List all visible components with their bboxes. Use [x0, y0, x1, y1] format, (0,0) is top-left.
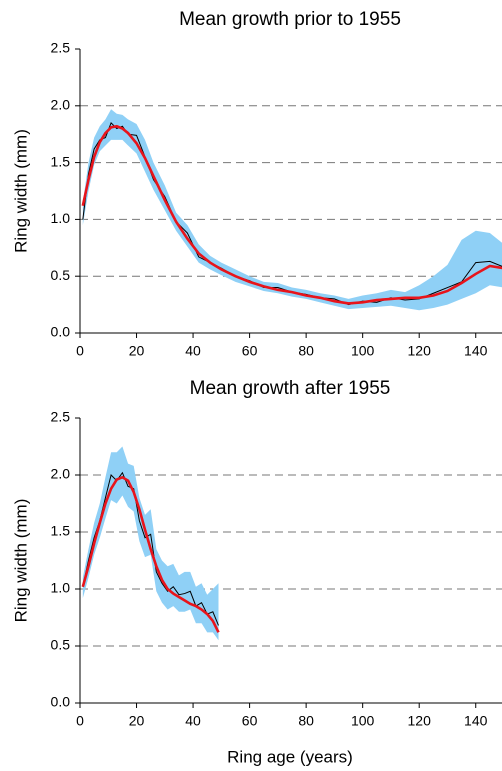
y-tick-label: 1.0 — [51, 210, 71, 226]
x-tick-label: 40 — [185, 713, 201, 729]
x-tick-label: 120 — [408, 343, 432, 359]
x-tick-label: 120 — [408, 713, 432, 729]
x-tick-label: 0 — [76, 713, 84, 729]
y-tick-label: 2.5 — [51, 40, 71, 56]
x-tick-label: 140 — [464, 343, 488, 359]
x-tick-label: 20 — [129, 343, 145, 359]
y-tick-label: 1.5 — [51, 523, 71, 539]
y-tick-label: 1.0 — [51, 580, 71, 596]
confidence-band — [82, 109, 502, 311]
x-tick-label: 80 — [298, 713, 314, 729]
x-tick-label: 40 — [185, 343, 201, 359]
chart-title: Mean growth prior to 1955 — [179, 9, 401, 30]
x-tick-label: 0 — [76, 343, 84, 359]
y-tick-label: 2.0 — [51, 466, 71, 482]
y-axis-label: Ring width (mm) — [11, 499, 30, 623]
y-tick-label: 1.5 — [51, 153, 71, 169]
x-tick-label: 140 — [464, 713, 488, 729]
x-tick-label: 100 — [351, 713, 375, 729]
y-tick-label: 0.5 — [51, 637, 71, 653]
y-tick-label: 0.5 — [51, 267, 71, 283]
confidence-band — [82, 446, 219, 641]
x-tick-label: 100 — [351, 343, 375, 359]
x-tick-label: 80 — [298, 343, 314, 359]
x-tick-label: 20 — [129, 713, 145, 729]
x-tick-label: 60 — [242, 343, 258, 359]
y-axis-label: Ring width (mm) — [11, 129, 30, 253]
y-tick-label: 2.0 — [51, 97, 71, 113]
smooth-line — [81, 475, 220, 633]
y-tick-label: 2.5 — [51, 409, 71, 425]
x-axis-label: Ring age (years) — [227, 747, 353, 766]
y-tick-label: 0.0 — [51, 694, 71, 710]
y-tick-label: 0.0 — [51, 324, 71, 340]
x-tick-label: 60 — [242, 713, 258, 729]
chart-title: Mean growth after 1955 — [190, 378, 391, 399]
smooth-line — [81, 124, 502, 305]
